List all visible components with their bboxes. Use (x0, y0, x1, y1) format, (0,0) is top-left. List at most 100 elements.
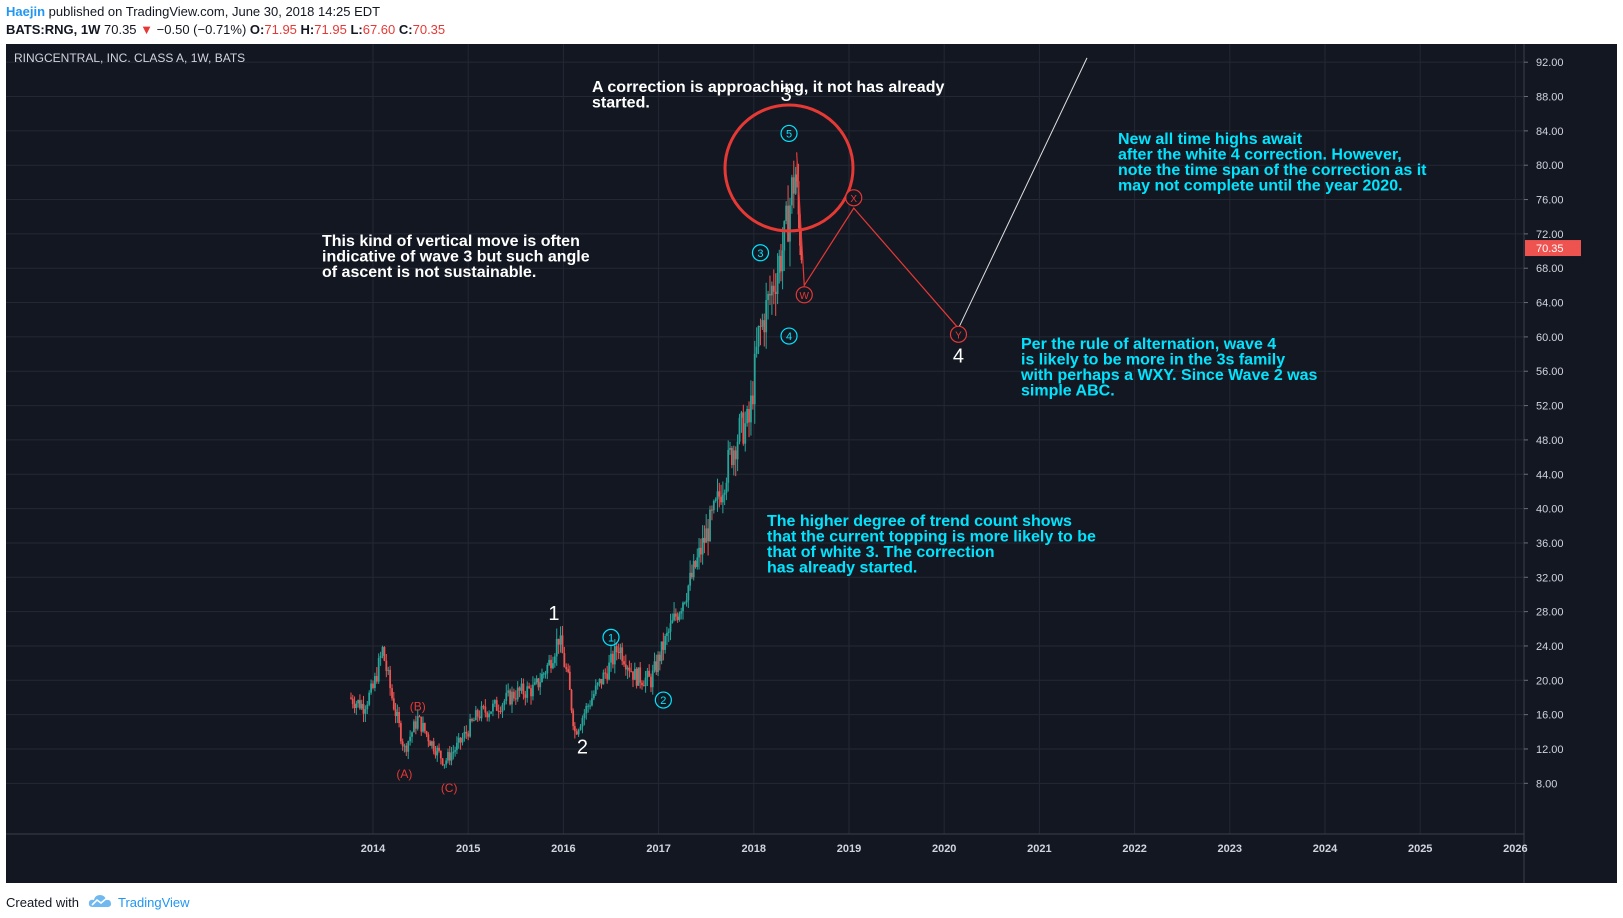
candle-body (587, 705, 590, 707)
candle-body (490, 711, 492, 714)
chart-header: Haejin published on TradingView.com, Jun… (0, 0, 1623, 44)
wave-circle-red (795, 286, 813, 304)
price-tick-label: 80.00 (1536, 160, 1564, 172)
candle-body (374, 676, 376, 689)
wave-circle-cyan (654, 691, 672, 709)
price-tick-label: 52.00 (1536, 401, 1564, 413)
candle-body (637, 667, 640, 686)
price-chart[interactable]: 96.0092.0088.0084.0080.0076.0072.0068.00… (6, 15, 1617, 883)
candle-body (351, 698, 354, 705)
candle-body (769, 293, 771, 296)
candle-body (563, 653, 566, 667)
candle-body (613, 646, 616, 665)
candle-body (692, 561, 695, 578)
price-tick-label: 20.00 (1536, 675, 1564, 687)
candle-body (353, 704, 356, 709)
price-axis[interactable]: 96.0092.0088.0084.0080.0076.0072.0068.00… (1524, 23, 1564, 790)
open-value: 71.95 (264, 22, 297, 37)
candle-body (660, 641, 663, 661)
candle-body (507, 690, 510, 693)
annotation-correction-line: started. (592, 95, 650, 112)
time-tick-label: 2016 (551, 843, 575, 855)
candle-body (454, 750, 457, 752)
candle-body (476, 710, 479, 717)
created-with-label: Created with (6, 895, 79, 910)
chart-area[interactable]: 96.0092.0088.0084.0080.0076.0072.0068.00… (6, 15, 1617, 883)
candle-body (516, 687, 519, 700)
candle-body (763, 320, 766, 333)
tradingview-cloud-icon[interactable] (88, 894, 112, 908)
candle-body (736, 441, 739, 460)
chart-background (6, 44, 1617, 883)
candle-body (418, 716, 421, 718)
candle-body (357, 700, 360, 704)
candle-body (721, 494, 724, 503)
candle-body (461, 737, 464, 743)
price-tick-label: 88.00 (1536, 92, 1564, 104)
candle-body (671, 620, 674, 624)
candle-body (579, 726, 582, 730)
candle-body (646, 670, 649, 678)
candle-body (469, 718, 472, 737)
candle-body (467, 733, 470, 737)
candle-body (505, 692, 508, 702)
open-label: O: (249, 22, 265, 37)
candle-body (746, 408, 749, 424)
annotation-higher-line: has already started. (767, 560, 917, 577)
time-tick-label: 2021 (1027, 843, 1051, 855)
candle-body (774, 291, 777, 295)
price-tick-label: 68.00 (1536, 263, 1564, 275)
wxy-projection-line (796, 152, 959, 329)
candle-body (514, 698, 517, 700)
candle-body (615, 646, 618, 653)
candle-body (394, 709, 397, 717)
tradingview-link[interactable]: TradingView (118, 895, 190, 910)
price-tick-label: 16.00 (1536, 710, 1564, 722)
candle-body (447, 752, 449, 761)
candle-body (572, 710, 575, 727)
annotation-higher-line: that of white 3. The correction (767, 544, 995, 561)
candle-body (463, 731, 466, 738)
candle-body (711, 509, 713, 511)
candle-body (632, 671, 634, 680)
wave-circle-cyan (602, 628, 620, 646)
last-price: 70.35 (104, 22, 137, 37)
candle-body (425, 731, 428, 735)
projection-lines (796, 57, 1088, 329)
candle-body (385, 660, 388, 671)
price-tick-label: 8.00 (1536, 778, 1557, 790)
publish-info: published on TradingView.com, June 30, 2… (48, 4, 381, 19)
candle-body (610, 653, 612, 663)
annotation-higher-line: that the current topping is more likely … (767, 529, 1096, 546)
candle-body (512, 691, 515, 699)
time-axis[interactable]: 2014 2015 2016 2017 2018 2019 2020 2021 2022 2023… (361, 843, 1528, 855)
grid-lines (6, 27, 1524, 834)
candle-body (781, 250, 784, 272)
candle-body (682, 602, 684, 612)
candle-body (794, 174, 797, 194)
candle-body (598, 678, 601, 683)
candle-body (372, 683, 374, 689)
candle-body (518, 687, 521, 691)
candle-body (642, 685, 645, 687)
candle-body (772, 285, 775, 292)
candle-body (651, 670, 654, 688)
candle-body (734, 450, 737, 460)
wave-circle-cyan (780, 327, 798, 345)
price-tick-label: 84.00 (1536, 126, 1564, 138)
annotation-correction-line: A correction is approaching, it not has … (592, 79, 944, 96)
candle-body (355, 703, 358, 709)
candle-body (680, 611, 683, 614)
author-link[interactable]: Haejin (6, 4, 46, 19)
candle-body (360, 703, 363, 709)
candle-body (535, 678, 538, 683)
candle-body (450, 753, 453, 761)
candle-body (767, 293, 769, 301)
candle-body (492, 703, 494, 712)
candle-body (439, 750, 442, 759)
candle-body (725, 482, 728, 493)
candle-body (526, 686, 529, 698)
candle-body (689, 572, 692, 586)
candle-body (780, 255, 782, 272)
candle-body (488, 713, 491, 718)
